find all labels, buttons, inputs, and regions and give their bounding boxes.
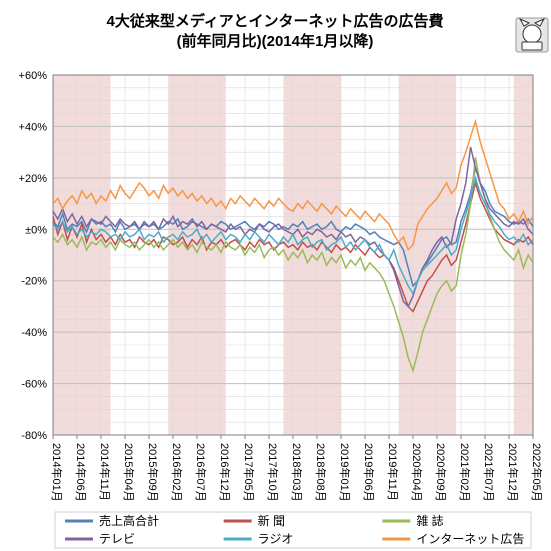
x-axis-label: 2014年11月 [98,443,112,501]
x-axis-label: 2022年05月 [530,443,544,502]
y-axis-label: -80% [21,430,47,442]
y-axis-label: +20% [19,173,48,185]
x-axis-label: 2019年06月 [362,443,376,502]
x-axis-label: 2017年05月 [242,443,256,502]
x-axis-label: 2017年10月 [266,443,280,502]
media-ad-spend-chart: +60% +40% +20% ±0% -20% -40% -60% -80%2014年01月 2… [0,0,551,551]
x-axis-label: 2020年04月 [410,443,424,502]
y-axis-label: +60% [19,70,48,82]
chart-title-line1: 4大従来型メディアとインターネット広告の広告費 [107,12,444,30]
x-axis-label: 2021年07月 [482,443,496,502]
legend-label-newspaper: 新 聞 [258,513,285,528]
x-axis-label: 2015年09月 [146,443,160,502]
legend-label-internet: インターネット広告 [416,532,524,546]
legend-label-radio: ラジオ [258,532,294,546]
x-axis-label: 2019年01月 [338,443,352,502]
x-axis-label: 2020年09月 [434,443,448,502]
x-axis-label: 2019年11月 [386,443,400,501]
y-axis-label: -40% [21,327,47,339]
y-axis-label: -60% [21,379,47,391]
x-axis-label: 2014年01月 [50,443,64,502]
y-axis-label: +40% [19,121,48,133]
x-axis-label: 2018年08月 [314,443,328,502]
y-axis-label: ±0% [25,224,47,236]
x-axis-label: 2021年02月 [458,443,472,502]
y-axis-label: -20% [21,276,47,288]
x-axis-label: 2016年02月 [170,443,184,502]
x-axis-label: 2021年12月 [506,443,520,502]
x-axis-label: 2015年04月 [122,443,136,502]
x-axis-label: 2016年12月 [218,443,232,502]
chart-title-line2: (前年同月比)(2014年1月以降) [177,32,374,50]
legend-label-total: 売上高合計 [99,513,159,528]
x-axis-label: 2018年03月 [290,443,304,502]
x-axis-label: 2014年06月 [74,443,88,502]
legend-label-magazine: 雑 誌 [416,513,443,528]
x-axis-label: 2016年07月 [194,443,208,502]
legend-label-tv: テレビ [99,532,135,546]
